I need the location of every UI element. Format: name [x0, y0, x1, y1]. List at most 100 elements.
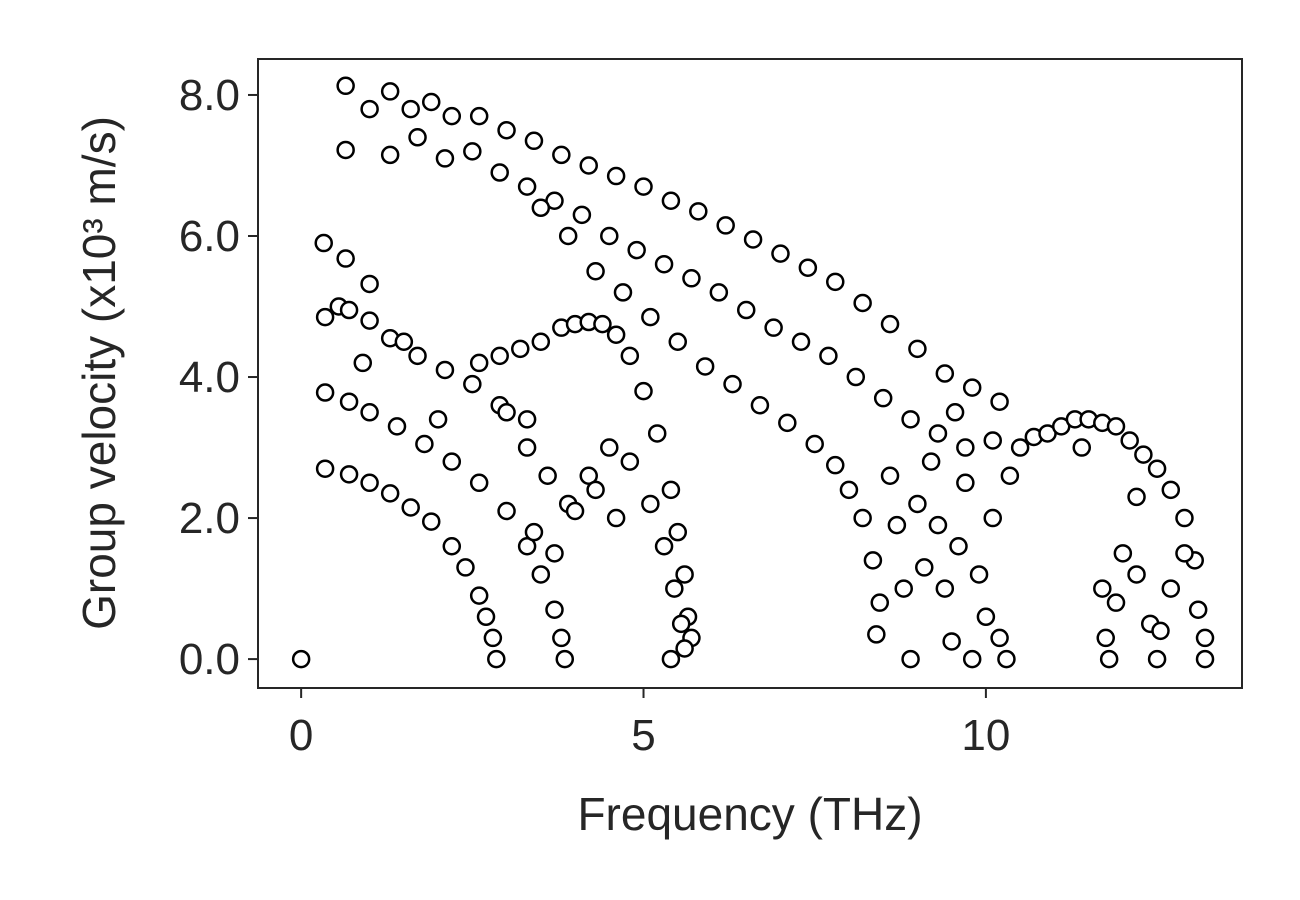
- point: [661, 649, 681, 669]
- point: [627, 240, 646, 260]
- point: [360, 311, 379, 330]
- point: [387, 417, 407, 436]
- point: [538, 466, 557, 485]
- point: [394, 332, 414, 352]
- point: [736, 300, 756, 320]
- point: [983, 431, 1002, 450]
- point: [894, 579, 913, 598]
- point: [572, 205, 592, 225]
- point: [873, 388, 893, 408]
- point: [962, 378, 982, 397]
- point: [661, 480, 681, 500]
- point: [315, 383, 335, 402]
- point: [531, 198, 551, 218]
- point: [552, 628, 571, 648]
- point: [819, 346, 838, 366]
- point: [743, 230, 763, 249]
- point: [552, 145, 571, 165]
- point: [956, 438, 975, 457]
- point: [942, 632, 961, 651]
- point: [969, 565, 989, 584]
- point: [606, 166, 626, 186]
- point: [360, 99, 379, 119]
- point: [469, 586, 489, 605]
- point: [613, 283, 633, 302]
- point: [586, 262, 605, 281]
- point: [517, 438, 537, 457]
- point: [671, 614, 691, 634]
- point: [928, 515, 948, 535]
- point: [901, 649, 920, 669]
- point: [665, 579, 684, 598]
- point: [771, 244, 790, 263]
- point: [524, 131, 544, 151]
- point: [593, 314, 612, 334]
- point: [867, 625, 886, 644]
- point: [487, 649, 506, 669]
- point: [634, 381, 653, 401]
- point: [586, 480, 605, 500]
- point: [634, 177, 653, 196]
- plot-frame: [257, 58, 1243, 689]
- point: [545, 544, 564, 563]
- point: [1113, 544, 1133, 563]
- point: [695, 357, 715, 376]
- point: [826, 272, 845, 292]
- point: [336, 76, 355, 96]
- point: [921, 452, 941, 471]
- x-tick-label: 0: [289, 711, 313, 760]
- point: [668, 332, 688, 352]
- point: [442, 452, 462, 471]
- point: [401, 99, 420, 119]
- point: [469, 106, 489, 126]
- point: [339, 392, 359, 411]
- point: [579, 156, 598, 175]
- point: [336, 249, 355, 268]
- point: [668, 522, 688, 542]
- point: [380, 145, 400, 165]
- point: [490, 346, 509, 366]
- point: [853, 293, 872, 313]
- point: [798, 258, 818, 277]
- point: [880, 314, 900, 334]
- point: [661, 191, 681, 210]
- point: [600, 438, 619, 457]
- point: [314, 233, 333, 253]
- point: [791, 332, 811, 352]
- point: [682, 269, 701, 288]
- point: [1161, 579, 1181, 598]
- point: [442, 537, 462, 556]
- point: [435, 149, 455, 168]
- point: [517, 410, 537, 429]
- point: [956, 473, 975, 493]
- point: [945, 403, 965, 422]
- point: [675, 565, 694, 584]
- point: [1147, 459, 1167, 478]
- point: [456, 558, 475, 577]
- point: [1161, 480, 1181, 500]
- point: [469, 353, 489, 373]
- point: [1188, 600, 1208, 619]
- point: [524, 522, 544, 542]
- point: [887, 515, 907, 535]
- point: [675, 639, 694, 658]
- point: [291, 649, 311, 669]
- point: [826, 455, 845, 475]
- point: [1093, 579, 1112, 598]
- point: [962, 649, 982, 669]
- point: [990, 628, 1009, 648]
- point: [435, 360, 455, 380]
- point: [1099, 649, 1119, 669]
- y-tick-label: 2.0: [179, 494, 240, 543]
- point: [511, 339, 530, 359]
- point: [839, 480, 859, 500]
- point: [606, 508, 626, 528]
- point: [1120, 431, 1139, 450]
- point: [531, 332, 551, 352]
- point: [339, 300, 359, 320]
- point: [764, 318, 783, 337]
- point: [1147, 649, 1167, 669]
- point: [620, 346, 640, 366]
- x-tick-label: 10: [961, 711, 1010, 760]
- x-axis-label: Frequency (THz): [577, 788, 922, 840]
